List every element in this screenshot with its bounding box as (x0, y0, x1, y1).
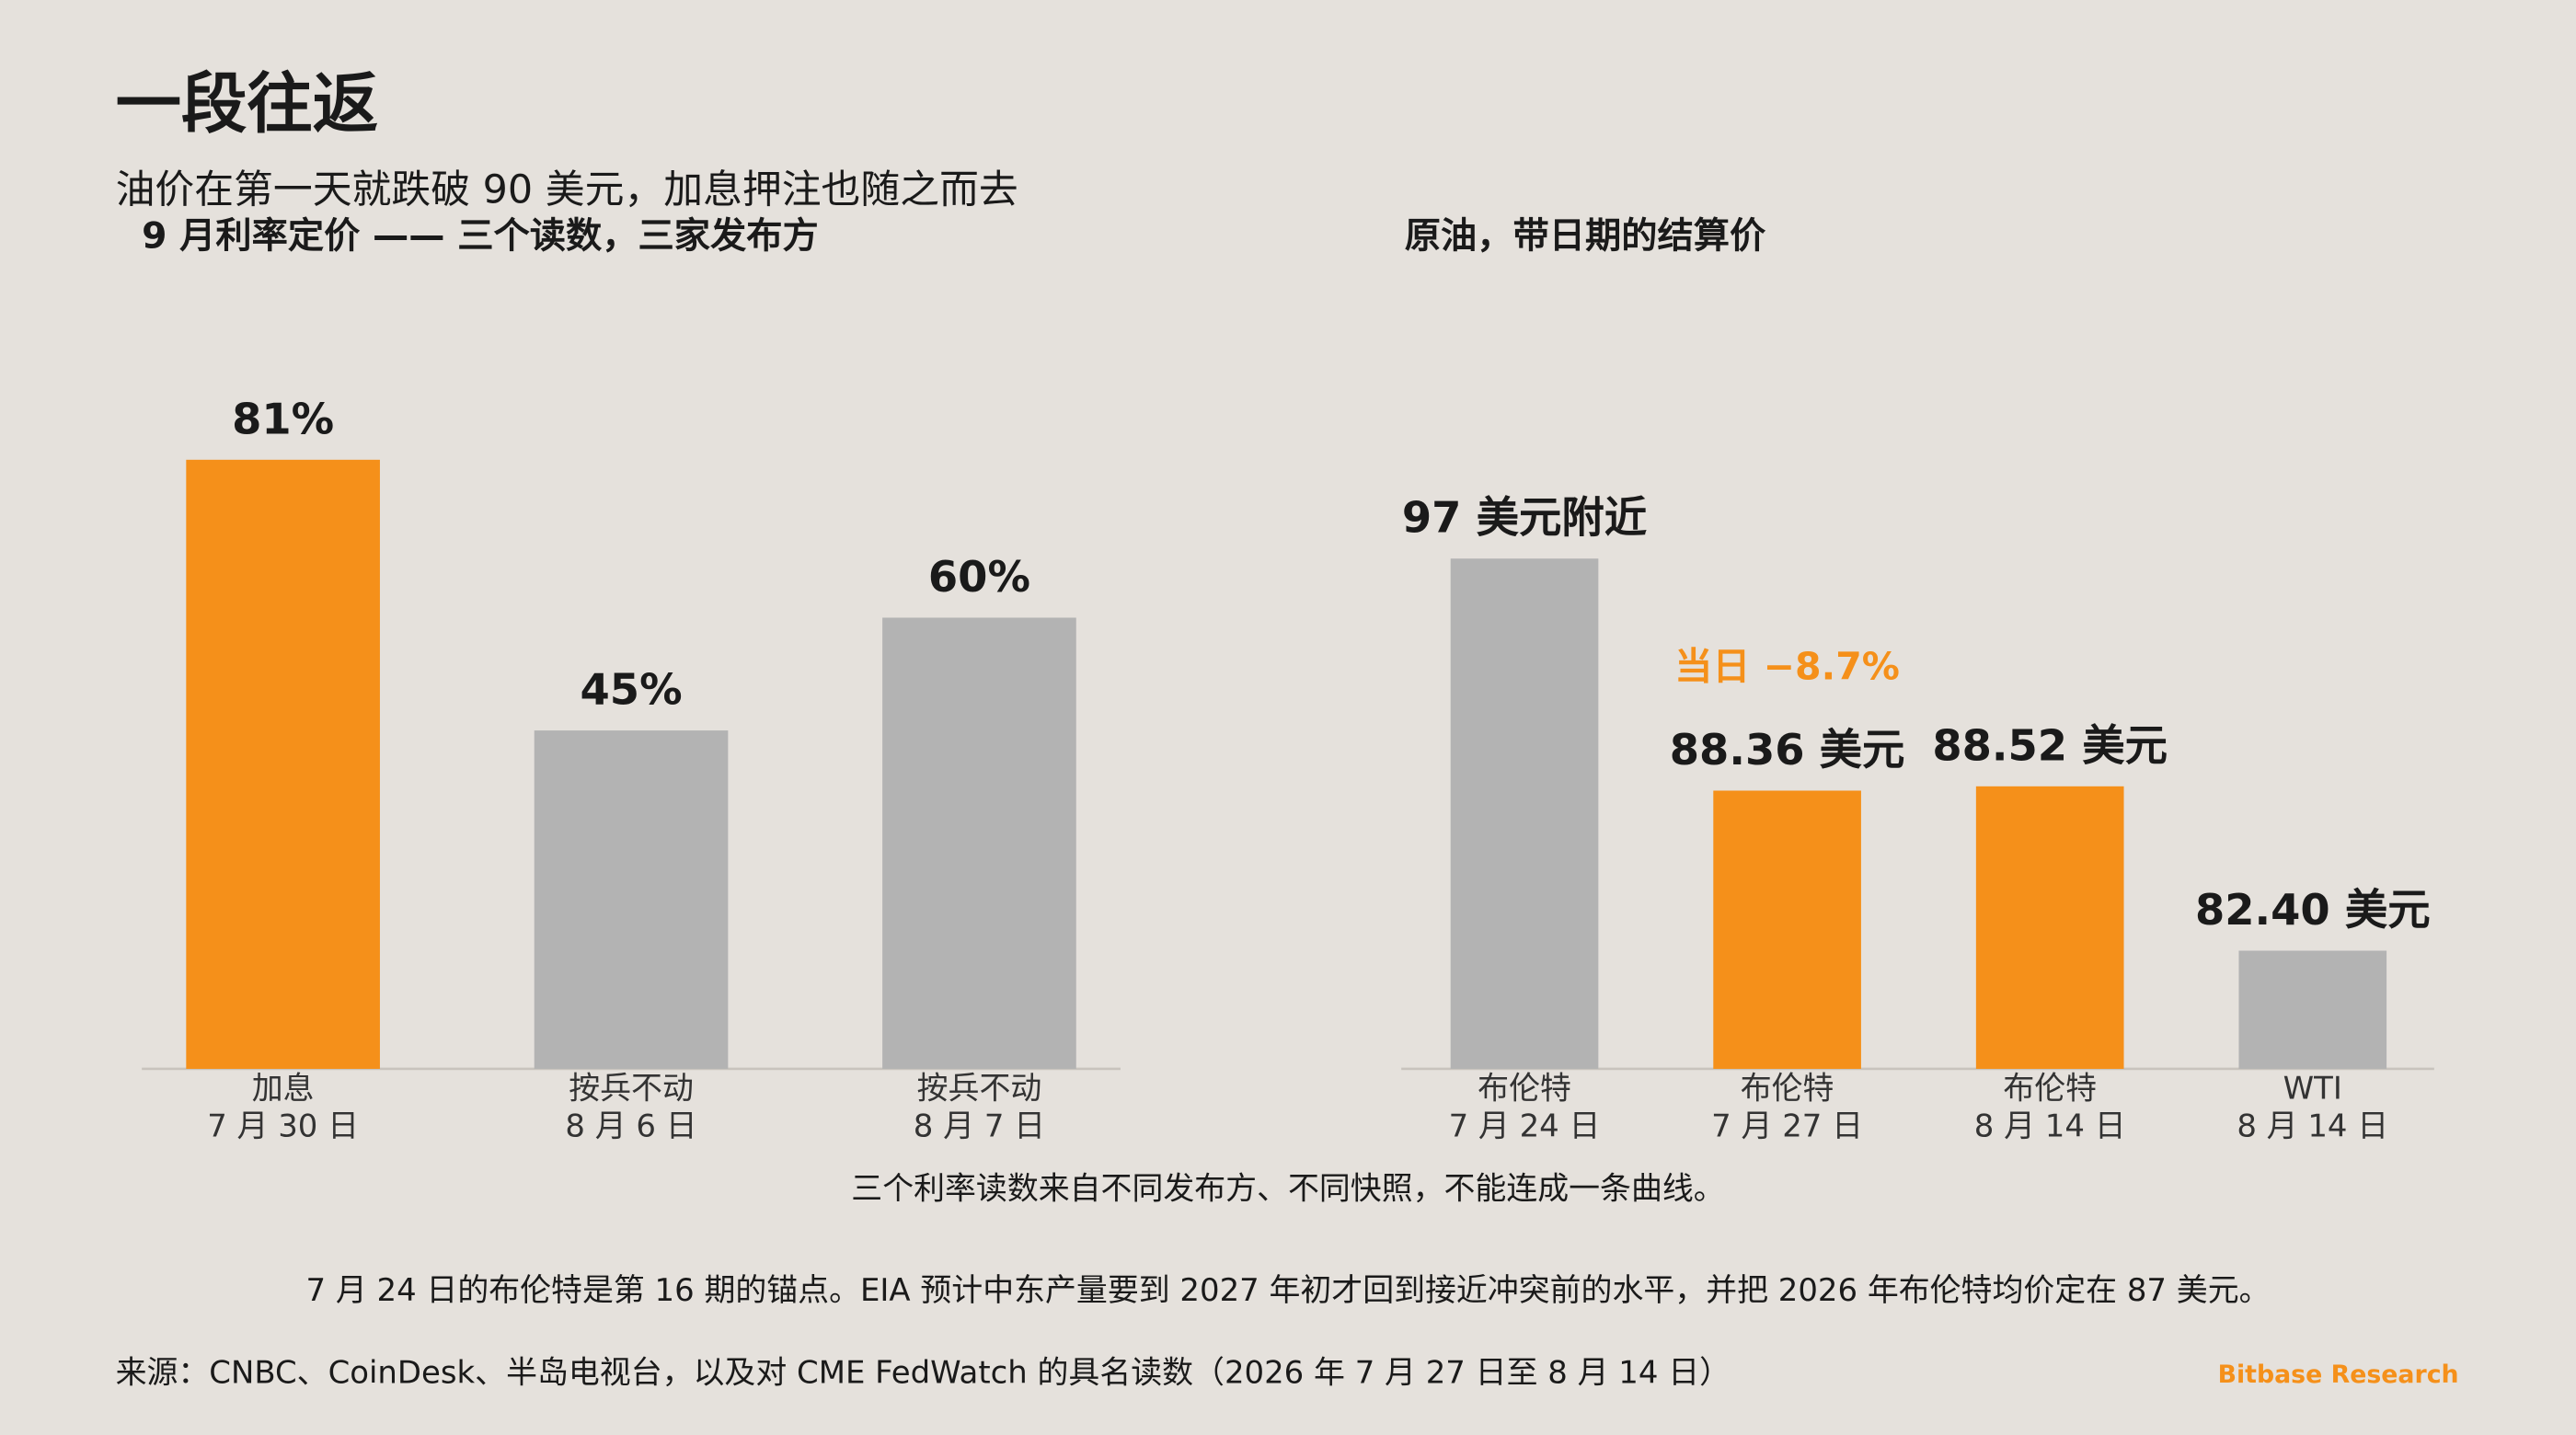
value-label: 81% (232, 394, 334, 443)
footnote: 7 月 24 日的布伦特是第 16 期的锚点。EIA 预计中东产量要到 2027… (305, 1272, 2270, 1308)
x-tick-label: 按兵不动 (917, 1071, 1042, 1107)
value-label: 88.36 美元 (1670, 725, 1905, 775)
x-tick-label: 布伦特 (2003, 1071, 2097, 1107)
bar (186, 459, 380, 1069)
value-label: 82.40 美元 (2195, 885, 2431, 935)
x-tick-label: 7 月 27 日 (1711, 1108, 1863, 1144)
x-tick-label: 7 月 24 日 (1449, 1108, 1601, 1144)
bar (534, 730, 729, 1069)
value-label: 60% (928, 552, 1030, 602)
x-tick-label: 8 月 14 日 (1974, 1108, 2126, 1144)
annotation: 当日 −8.7% (1674, 644, 1900, 688)
x-tick-label: 布伦特 (1741, 1071, 1834, 1107)
chart-title: 原油，带日期的结算价 (1405, 215, 1766, 257)
bar (1713, 790, 1861, 1069)
x-tick-label: 布伦特 (1478, 1071, 1571, 1107)
subtitle: 油价在第一天就跌破 90 美元，加息押注也随之而去 (116, 166, 1018, 212)
chart-title: 9 月利率定价 —— 三个读数，三家发布方 (142, 215, 819, 257)
bar (2238, 950, 2387, 1069)
x-tick-label: 8 月 7 日 (914, 1108, 1045, 1144)
x-tick-label: 加息 (252, 1071, 315, 1107)
x-tick-label: WTI (2283, 1071, 2342, 1107)
x-tick-label: 7 月 30 日 (207, 1108, 359, 1144)
value-label: 88.52 美元 (1932, 720, 2168, 770)
page-title: 一段往返 (116, 65, 379, 142)
value-label: 45% (581, 665, 683, 715)
source: 来源：CNBC、CoinDesk、半岛电视台，以及对 CME FedWatch … (116, 1354, 1731, 1390)
bar (882, 617, 1076, 1069)
bar (1975, 786, 2124, 1069)
brand: Bitbase Research (2218, 1360, 2459, 1389)
value-label: 97 美元附近 (1402, 493, 1647, 543)
x-tick-label: 按兵不动 (569, 1071, 694, 1107)
note: 三个利率读数来自不同发布方、不同快照，不能连成一条曲线。 (851, 1171, 1724, 1207)
bar (1450, 558, 1599, 1069)
x-tick-label: 8 月 6 日 (565, 1108, 696, 1144)
x-tick-label: 8 月 14 日 (2237, 1108, 2388, 1144)
